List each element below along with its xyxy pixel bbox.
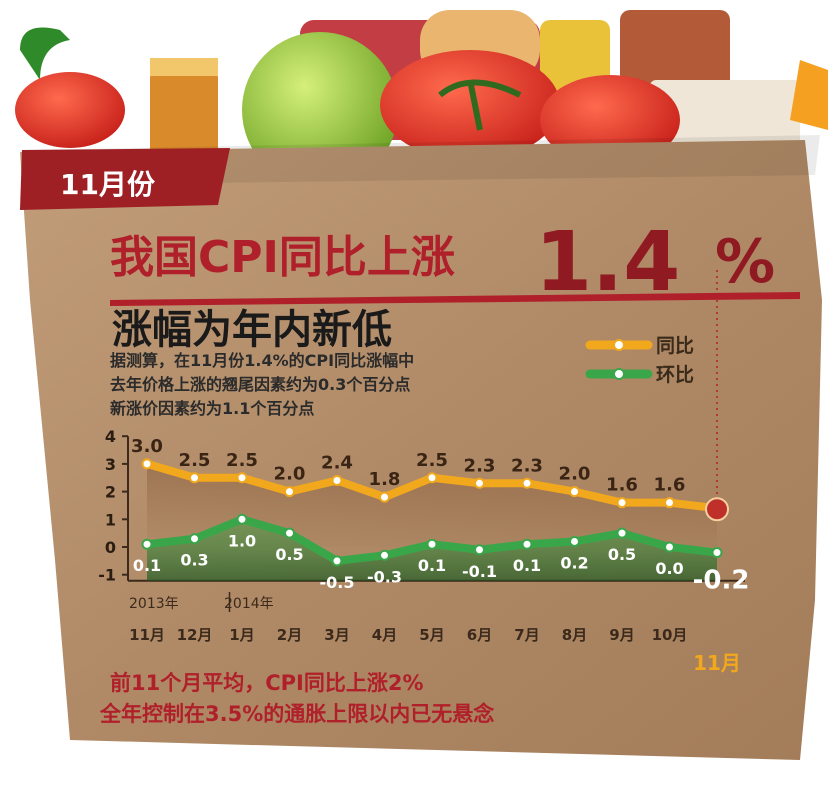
- point-yoy: [426, 472, 438, 484]
- x-tick-label: 4月: [372, 626, 397, 644]
- x-tick-label: 9月: [609, 626, 634, 644]
- x-tick-label: 7月: [514, 626, 539, 644]
- data-label-yoy: 2.0: [274, 464, 306, 485]
- data-label-yoy: 2.3: [464, 455, 496, 476]
- point-mom: [521, 538, 533, 550]
- data-label-yoy: 1.6: [606, 475, 638, 496]
- x-tick-label: 3月: [324, 626, 349, 644]
- data-label-mom: -0.2: [693, 566, 750, 596]
- data-label-mom: 0.1: [513, 556, 541, 575]
- point-mom: [236, 513, 248, 525]
- point-mom: [331, 555, 343, 567]
- point-yoy: [331, 475, 343, 487]
- y-tick-label: 4: [105, 427, 116, 446]
- legend: 同比 环比: [585, 335, 694, 386]
- point-yoy: [616, 497, 628, 509]
- x-tick-label: 11月: [129, 626, 165, 644]
- data-label-yoy: 2.4: [321, 453, 353, 474]
- y-tick-label: 3: [105, 455, 116, 474]
- legend-label-yoy: 同比: [656, 335, 694, 357]
- footer-line-1: 前11个月平均，CPI同比上涨2%: [110, 671, 424, 695]
- data-label-mom: 1.0: [228, 531, 256, 550]
- point-yoy-latest: [705, 497, 729, 522]
- point-mom: [426, 538, 438, 550]
- point-yoy: [664, 497, 675, 509]
- data-label-mom: 0.5: [275, 545, 303, 564]
- y-tick-label: 2: [105, 483, 116, 502]
- cpi-line-chart: 4 3 2 1 0 -1 2013年 2014年 11月 12月 1月 2月 3月 4月 5月 6月 7月 8月 9…: [98, 270, 749, 675]
- data-label-mom: 0.2: [560, 553, 588, 572]
- y-tick-label: -1: [98, 566, 116, 585]
- data-label-yoy: 2.5: [226, 450, 258, 471]
- point-yoy: [236, 472, 248, 484]
- chart-labels: 3.0 2.5 2.5 2.0 2.4 1.8 2.5 2.3 2.3 2.0 1.6 1.6 0.1 0…: [131, 436, 749, 596]
- point-mom: [141, 538, 153, 550]
- headline-unit: %: [715, 227, 775, 297]
- data-label-yoy: 2.5: [416, 450, 448, 471]
- data-label-mom: 0.1: [418, 556, 446, 575]
- month-badge-label: 11月份: [60, 168, 155, 201]
- x-tick-label: 11月: [693, 651, 741, 675]
- x-tick-label: 1月: [229, 626, 254, 644]
- headline-main: 我国CPI同比上涨: [110, 232, 455, 283]
- data-label-yoy: 3.0: [131, 436, 163, 457]
- point-yoy: [521, 477, 533, 489]
- headline-sub: 涨幅为年内新低: [112, 307, 392, 353]
- x-tick-label: 2月: [277, 626, 302, 644]
- year-label: 2013年: [129, 596, 179, 612]
- point-mom: [379, 549, 390, 561]
- point-yoy: [141, 458, 153, 470]
- x-tick-label: 8月: [562, 626, 587, 644]
- point-mom: [474, 544, 485, 556]
- data-label-mom: 0.1: [133, 556, 161, 575]
- point-yoy: [189, 472, 200, 484]
- y-tick-label: 0: [105, 538, 116, 557]
- point-yoy: [569, 486, 580, 498]
- intro-line-3: 新涨价因素约为1.1个百分点: [110, 399, 314, 418]
- data-label-yoy: 2.0: [559, 464, 591, 485]
- footer-line-2: 全年控制在3.5%的通胀上限以内已无悬念: [99, 702, 494, 726]
- chart-axes: 4 3 2 1 0 -1 2013年 2014年 11月 12月 1月 2月 3月 4月 5月 6月 7月 8月 9…: [98, 270, 745, 675]
- point-yoy: [284, 486, 295, 498]
- point-mom: [711, 547, 723, 559]
- point-yoy: [379, 491, 390, 503]
- data-label-mom: 0.3: [180, 551, 208, 570]
- intro-line-1: 据测算，在11月份1.4%的CPI同比涨幅中: [110, 351, 414, 370]
- y-tick-label: 1: [105, 510, 116, 529]
- year-label: 2014年: [224, 596, 274, 612]
- month-badge: 11月份: [20, 148, 230, 210]
- headline-underline: [110, 292, 800, 306]
- point-mom: [189, 533, 200, 545]
- data-label-mom: -0.1: [462, 562, 497, 581]
- data-label-yoy: 1.8: [369, 469, 401, 490]
- x-tick-label: 6月: [467, 626, 492, 644]
- data-label-mom: -0.3: [367, 567, 402, 586]
- data-label-mom: 0.5: [608, 545, 636, 564]
- data-label-mom: -0.5: [320, 573, 355, 592]
- legend-label-mom: 环比: [656, 364, 694, 386]
- x-tick-label: 12月: [177, 626, 213, 644]
- point-mom: [284, 527, 295, 539]
- point-yoy: [474, 477, 485, 489]
- point-mom: [664, 541, 675, 553]
- data-label-mom: 0.0: [655, 559, 683, 578]
- intro-line-2: 去年价格上涨的翘尾因素约为0.3个百分点: [110, 375, 410, 394]
- data-label-yoy: 2.5: [179, 450, 211, 471]
- data-label-yoy: 2.3: [511, 455, 543, 476]
- x-tick-label: 5月: [419, 626, 444, 644]
- point-mom: [616, 527, 628, 539]
- series-area-yoy: [147, 463, 717, 547]
- x-tick-label: 10月: [652, 626, 688, 644]
- data-label-yoy: 1.6: [654, 475, 686, 496]
- point-mom: [569, 535, 580, 547]
- chart-points: [141, 458, 729, 567]
